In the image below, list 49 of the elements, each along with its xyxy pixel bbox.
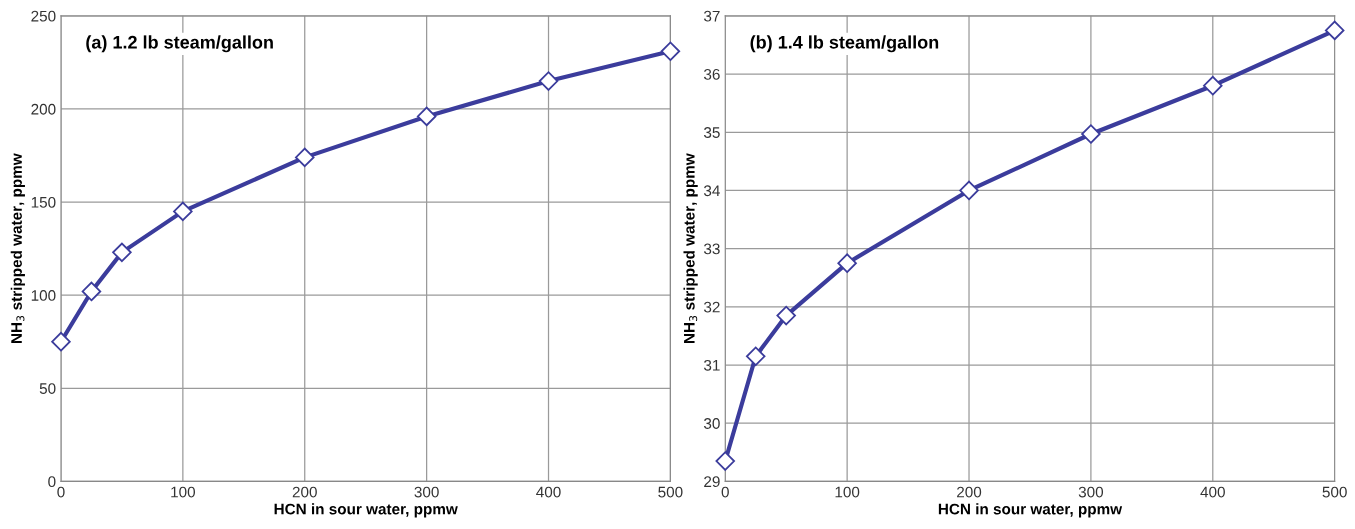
x-tick-label: 300 [1078,486,1104,498]
point [959,180,979,201]
point [295,147,315,168]
point [416,106,437,127]
y-tick-label: 200 [31,103,56,115]
x-tick-label: 0 [57,486,65,498]
x-tick-label: 200 [292,486,317,498]
x-tick-label: 100 [171,486,196,498]
y-axis-title: NH$_{3}$ stripped water, ppmw [10,153,25,344]
y-tick-label: 37 [703,10,720,22]
x-tick-label: 300 [414,486,439,498]
y-tick-label: 150 [31,196,56,208]
y-tick-label: 31 [703,359,720,371]
y-tick-label: 250 [31,10,56,22]
x-tick-label: 100 [835,486,860,498]
y-tick-label: 32 [703,301,720,313]
point [745,346,766,367]
y-tick-label: 36 [703,68,720,80]
point [660,41,681,61]
y-tick-label: 35 [703,127,720,138]
y-axis-title: NH$_{3}$ stripped water, ppmw [683,153,698,344]
y-tick-label: 30 [703,418,720,429]
x-axis-title: HCN in sour water, ppmw [274,503,458,518]
point [81,281,102,302]
point [538,71,559,91]
point [1324,20,1345,41]
x-tick-label: 400 [1200,486,1225,498]
y-tick-label: 34 [703,185,720,197]
point [112,242,132,263]
point [776,305,796,326]
point [1203,75,1223,96]
point [715,451,735,471]
y-tick-label: 0 [48,476,56,488]
x-axis-title: HCN in sour water, ppmw [938,503,1123,518]
y-tick-label: 33 [703,243,720,255]
point [1081,124,1101,144]
y-tick-label: 50 [39,383,56,394]
x-tick-label: 500 [1322,486,1347,498]
x-tick-label: 200 [957,486,982,498]
y-tick-label: 29 [704,476,720,488]
point [173,201,193,222]
x-tick-label: 500 [658,486,683,498]
x-tick-label: 0 [721,486,729,498]
text: (a) 1.2 lb steam/gallon [86,35,273,53]
y-tick-label: 100 [31,290,56,301]
x-tick-label: 400 [536,486,561,498]
point [51,331,71,352]
text: (b) 1.4 lb steam/gallon [750,35,939,53]
point [837,253,857,273]
